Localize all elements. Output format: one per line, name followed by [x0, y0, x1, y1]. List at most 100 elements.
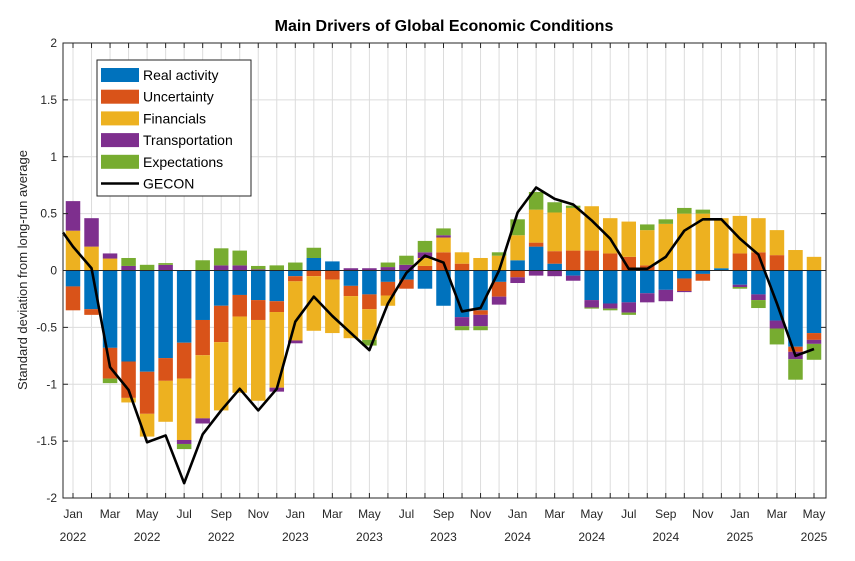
x-tick-label-month: Jul — [176, 507, 191, 521]
bar-real-activity — [121, 270, 136, 362]
bar-real-activity — [213, 270, 229, 306]
bar-financials — [714, 218, 729, 269]
bar-uncertainty — [417, 265, 433, 271]
bar-real-activity — [695, 270, 711, 274]
bar-real-activity — [306, 257, 322, 271]
bar-real-activity — [269, 270, 285, 302]
bar-real-activity — [232, 270, 247, 295]
bar-real-activity — [714, 268, 729, 271]
bar-expectations — [176, 443, 192, 450]
y-tick-label: -1 — [46, 377, 57, 391]
bar-transportation — [640, 293, 655, 303]
bar-expectations — [102, 378, 118, 384]
bar-financials — [621, 221, 636, 257]
bar-uncertainty — [213, 305, 229, 343]
bar-uncertainty — [788, 346, 803, 352]
bar-real-activity — [176, 270, 192, 343]
x-tick-label-year: 2023 — [282, 530, 309, 544]
bar-transportation — [84, 218, 99, 247]
bar-financials — [362, 309, 377, 340]
x-tick-label-month: Jul — [621, 507, 636, 521]
bar-transportation — [362, 268, 377, 271]
bar-uncertainty — [65, 286, 81, 311]
bar-financials — [751, 218, 766, 253]
bar-transportation — [343, 268, 359, 271]
bar-uncertainty — [251, 300, 266, 320]
bar-expectations — [788, 359, 803, 380]
bar-transportation — [584, 300, 599, 308]
bar-uncertainty — [602, 253, 618, 271]
bar-financials — [677, 213, 692, 271]
bar-expectations — [269, 265, 285, 271]
bar-expectations — [213, 248, 229, 266]
bar-financials — [176, 378, 192, 440]
bar-real-activity — [436, 270, 451, 306]
bar-real-activity — [528, 246, 544, 271]
bar-uncertainty — [269, 301, 285, 313]
bar-transportation — [65, 201, 81, 231]
bar-transportation — [806, 339, 822, 344]
bar-expectations — [195, 260, 210, 271]
y-tick-label: -1.5 — [36, 434, 57, 448]
bar-transportation — [677, 290, 692, 293]
bar-financials — [102, 258, 118, 271]
bar-real-activity — [621, 270, 636, 303]
gecon-line-group — [61, 186, 815, 485]
bar-real-activity — [84, 270, 99, 310]
y-tick-label: 1 — [50, 150, 57, 164]
bar-expectations — [288, 262, 303, 271]
bar-expectations — [602, 308, 618, 311]
bar-expectations — [621, 312, 636, 315]
bar-financials — [454, 252, 470, 264]
bar-uncertainty — [565, 250, 581, 271]
bar-uncertainty — [158, 358, 173, 381]
bar-uncertainty — [677, 278, 692, 291]
bar-expectations — [528, 192, 544, 210]
x-tick-label-year: 2024 — [652, 530, 679, 544]
bar-expectations — [399, 255, 414, 265]
x-tick-label-month: Mar — [544, 507, 565, 521]
x-tick-label-year: 2023 — [430, 530, 457, 544]
x-tick-label-year: 2022 — [208, 530, 235, 544]
bar-uncertainty — [547, 251, 562, 264]
bar-transportation — [436, 235, 451, 238]
legend-label: Expectations — [143, 154, 223, 170]
legend-box — [96, 59, 252, 197]
bar-financials — [251, 319, 266, 401]
x-tick-label-month: Nov — [470, 507, 491, 521]
legend-swatch-transportation — [101, 133, 139, 148]
bar-transportation — [528, 270, 544, 276]
bar-transportation — [769, 320, 785, 329]
x-tick-label-month: May — [358, 507, 381, 521]
x-tick-label-month: Sep — [211, 507, 233, 521]
bar-real-activity — [788, 270, 803, 347]
bar-expectations — [232, 250, 247, 266]
bar-financials — [528, 209, 544, 243]
bar-real-activity — [195, 270, 210, 320]
bar-uncertainty — [288, 276, 303, 282]
bar-expectations — [454, 326, 470, 331]
bar-expectations — [547, 202, 562, 213]
bar-transportation — [732, 284, 748, 287]
bar-real-activity — [139, 270, 155, 372]
bar-financials — [695, 213, 711, 271]
bar-real-activity — [658, 270, 674, 290]
bar-financials — [288, 281, 303, 341]
bar-uncertainty — [454, 263, 470, 271]
x-tick-label-year: 2023 — [356, 530, 383, 544]
bar-expectations — [491, 252, 507, 256]
bar-expectations — [121, 257, 136, 266]
bar-uncertainty — [584, 250, 599, 271]
bar-transportation — [399, 264, 414, 271]
legend-label: Financials — [143, 110, 206, 126]
bar-real-activity — [640, 270, 655, 294]
bar-uncertainty — [176, 342, 192, 379]
bar-uncertainty — [732, 253, 748, 271]
bar-expectations — [362, 339, 377, 346]
bar-uncertainty — [695, 273, 711, 281]
bar-financials — [473, 257, 488, 271]
bar-uncertainty — [84, 309, 99, 315]
bar-financials — [436, 237, 451, 253]
bar-uncertainty — [806, 333, 822, 340]
